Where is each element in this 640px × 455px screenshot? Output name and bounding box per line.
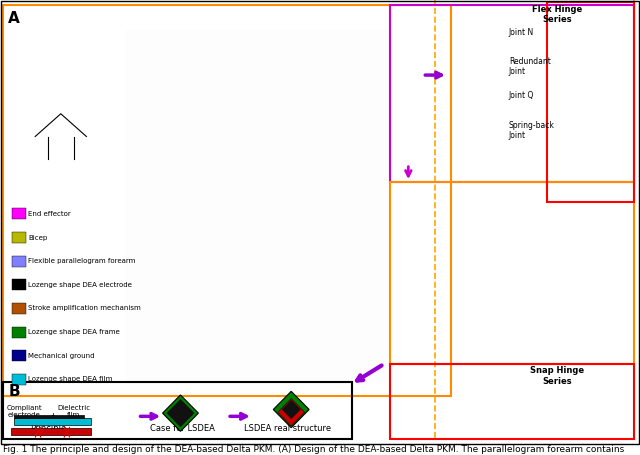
Bar xyxy=(12,232,26,243)
Text: Lozenge shape DEA film: Lozenge shape DEA film xyxy=(28,376,113,383)
Bar xyxy=(390,5,634,182)
Text: Spring-back
Joint: Spring-back Joint xyxy=(509,121,555,140)
Text: B: B xyxy=(8,384,20,399)
Bar xyxy=(12,350,26,361)
Polygon shape xyxy=(273,391,309,428)
Text: Stroke amplification mechanism: Stroke amplification mechanism xyxy=(28,305,141,312)
Bar xyxy=(547,2,634,202)
Text: Joint Q: Joint Q xyxy=(509,91,534,100)
Polygon shape xyxy=(167,399,194,427)
Text: LSDEA real structure: LSDEA real structure xyxy=(244,424,332,433)
Bar xyxy=(11,428,91,435)
Text: Principle: Principle xyxy=(30,424,66,433)
Text: A: A xyxy=(8,11,20,26)
Bar xyxy=(12,279,26,290)
Bar xyxy=(12,208,26,219)
Text: Bicep: Bicep xyxy=(28,234,47,241)
Text: Flex Hinge
Series: Flex Hinge Series xyxy=(532,5,582,24)
Text: Compliant
electrode: Compliant electrode xyxy=(6,405,42,418)
Bar xyxy=(12,303,26,314)
Polygon shape xyxy=(282,400,300,419)
Polygon shape xyxy=(163,395,198,431)
Polygon shape xyxy=(278,399,305,426)
Text: Flexible parallelogram forearm: Flexible parallelogram forearm xyxy=(28,258,136,264)
Text: Case for LSDEA: Case for LSDEA xyxy=(150,424,215,433)
Text: Lozenge shape DEA electrode: Lozenge shape DEA electrode xyxy=(28,282,132,288)
Text: Mechanical ground: Mechanical ground xyxy=(28,353,95,359)
Text: Joint N: Joint N xyxy=(509,28,534,37)
Text: Dielectric
film: Dielectric film xyxy=(57,405,90,418)
Bar xyxy=(390,182,634,364)
Bar xyxy=(14,415,84,418)
Text: Lozenge shape DEA frame: Lozenge shape DEA frame xyxy=(28,329,120,335)
Bar xyxy=(3,382,352,439)
Bar xyxy=(12,327,26,338)
Text: Snap Hinge
Series: Snap Hinge Series xyxy=(530,366,584,386)
Bar xyxy=(12,374,26,385)
Bar xyxy=(3,5,451,396)
Bar xyxy=(390,364,634,439)
Bar xyxy=(12,256,26,267)
Bar xyxy=(435,0,634,439)
Text: Fig. 1 The principle and design of the DEA-based Delta PKM. (A) Design of the DE: Fig. 1 The principle and design of the D… xyxy=(3,445,625,454)
Bar xyxy=(125,30,390,384)
Bar xyxy=(14,418,91,425)
Text: $\phi$: $\phi$ xyxy=(49,411,56,424)
Text: End effector: End effector xyxy=(28,211,71,217)
Text: Redundant
Joint: Redundant Joint xyxy=(509,57,550,76)
